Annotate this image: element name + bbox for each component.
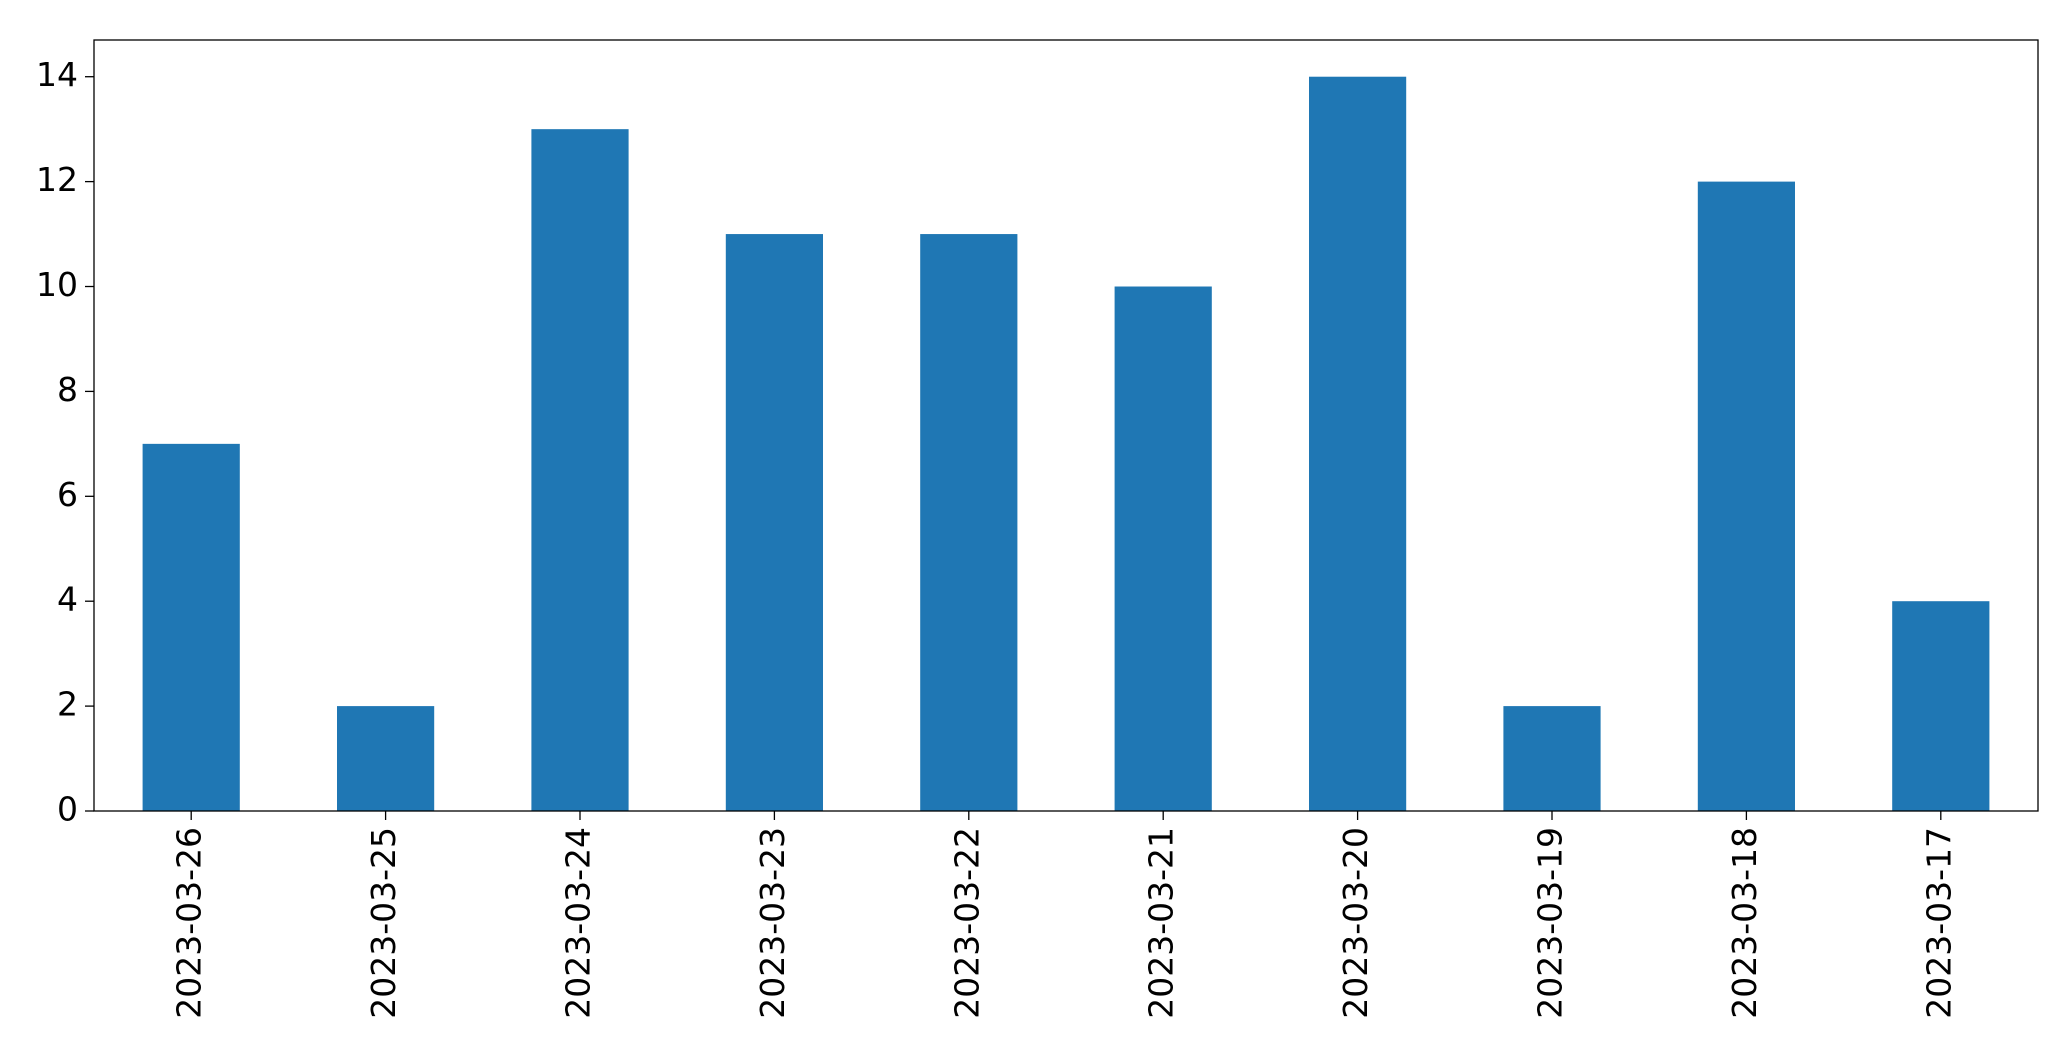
y-tick-label: 14 (36, 55, 78, 94)
bar (142, 443, 240, 811)
x-tick-label: 2023-03-17 (1919, 827, 1958, 1019)
bar (1697, 181, 1795, 811)
x-tick-label: 2023-03-25 (364, 827, 403, 1019)
y-tick-label: 10 (36, 265, 78, 304)
x-tick-label: 2023-03-23 (753, 827, 792, 1019)
y-tick-label: 12 (36, 160, 78, 199)
x-tick-label: 2023-03-18 (1725, 827, 1764, 1019)
x-tick-label: 2023-03-24 (559, 827, 598, 1019)
x-tick-label: 2023-03-21 (1142, 827, 1181, 1019)
bar (1309, 76, 1407, 811)
y-tick-label: 0 (57, 790, 78, 829)
y-tick-label: 4 (57, 580, 78, 619)
bar (337, 706, 435, 811)
bar (1503, 706, 1601, 811)
bar (920, 234, 1018, 811)
x-tick-label: 2023-03-26 (170, 827, 209, 1019)
y-tick-label: 8 (57, 370, 78, 409)
y-tick-label: 2 (57, 685, 78, 724)
bar (725, 234, 823, 811)
bar (531, 129, 629, 811)
x-tick-label: 2023-03-22 (947, 827, 986, 1019)
bar (1892, 601, 1990, 811)
bar (1114, 286, 1212, 811)
x-tick-label: 2023-03-20 (1336, 827, 1375, 1019)
plot-frame (93, 39, 2039, 812)
y-tick-label: 6 (57, 475, 78, 514)
x-tick-label: 2023-03-19 (1531, 827, 1570, 1019)
